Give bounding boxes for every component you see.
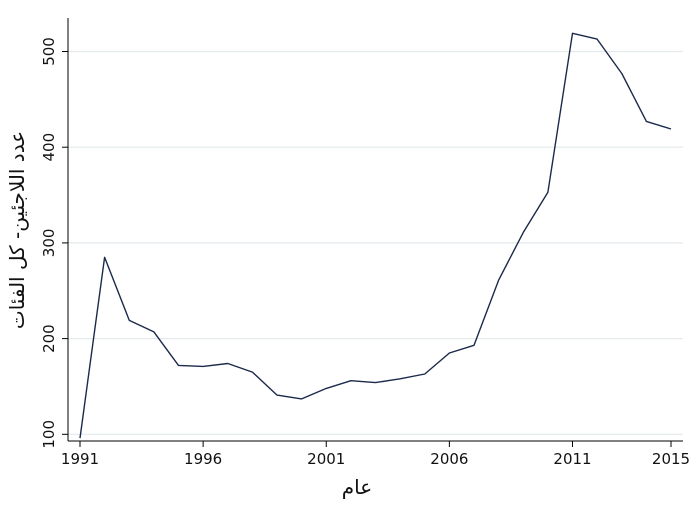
x-tick-label: 1996 [184, 450, 222, 468]
x-axis-title: عام [342, 475, 372, 499]
y-axis-title: عدد اللاجئين- كل الفئات [5, 131, 29, 329]
series-line [79, 32, 672, 439]
y-tick-label: 500 [40, 37, 58, 66]
y-tick-label: 100 [40, 420, 58, 449]
y-tick-label: 300 [40, 229, 58, 258]
x-tick-label: 2015 [652, 450, 690, 468]
y-tick-label: 400 [40, 133, 58, 162]
gridlines [68, 50, 683, 435]
x-tick-label: 2001 [307, 450, 345, 468]
y-tick-label: 200 [40, 324, 58, 353]
axes [67, 18, 683, 442]
x-tick-label: 2006 [430, 450, 468, 468]
x-tick-label: 2011 [553, 450, 591, 468]
y-ticks: 100 200 300 400 500 [40, 37, 68, 449]
x-ticks: 1991 1996 2001 2006 2011 2015 [61, 441, 690, 468]
x-tick-label: 1991 [61, 450, 99, 468]
series-group [79, 32, 672, 439]
